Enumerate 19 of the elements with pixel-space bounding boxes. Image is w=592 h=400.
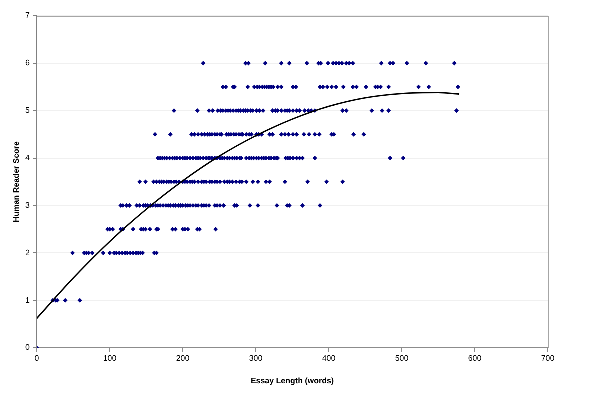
line-series (37, 92, 460, 320)
x-tick-label: 300 (249, 354, 264, 364)
y-tick-label: 0 (26, 343, 31, 352)
y-tick-label: 2 (26, 248, 31, 258)
x-axis-title: Essay Length (words) (250, 376, 334, 386)
y-tick-label: 4 (26, 153, 31, 162)
y-tick-label: 7 (26, 11, 31, 20)
y-axis-title: Human Reader Score (12, 140, 22, 222)
x-tick-label: 400 (322, 354, 336, 364)
y-tick-label: 6 (26, 58, 31, 68)
y-tick-label: 1 (26, 296, 31, 305)
x-tick-label: 0 (34, 354, 40, 364)
y-tick-label: 5 (26, 106, 31, 116)
x-tick-label: 600 (468, 354, 482, 364)
x-tick-label: 500 (395, 354, 410, 364)
x-tick-label: 100 (103, 354, 118, 364)
x-tick-label: 200 (176, 354, 190, 364)
y-tick-label: 3 (26, 200, 31, 210)
x-tick-label: 700 (541, 354, 556, 364)
